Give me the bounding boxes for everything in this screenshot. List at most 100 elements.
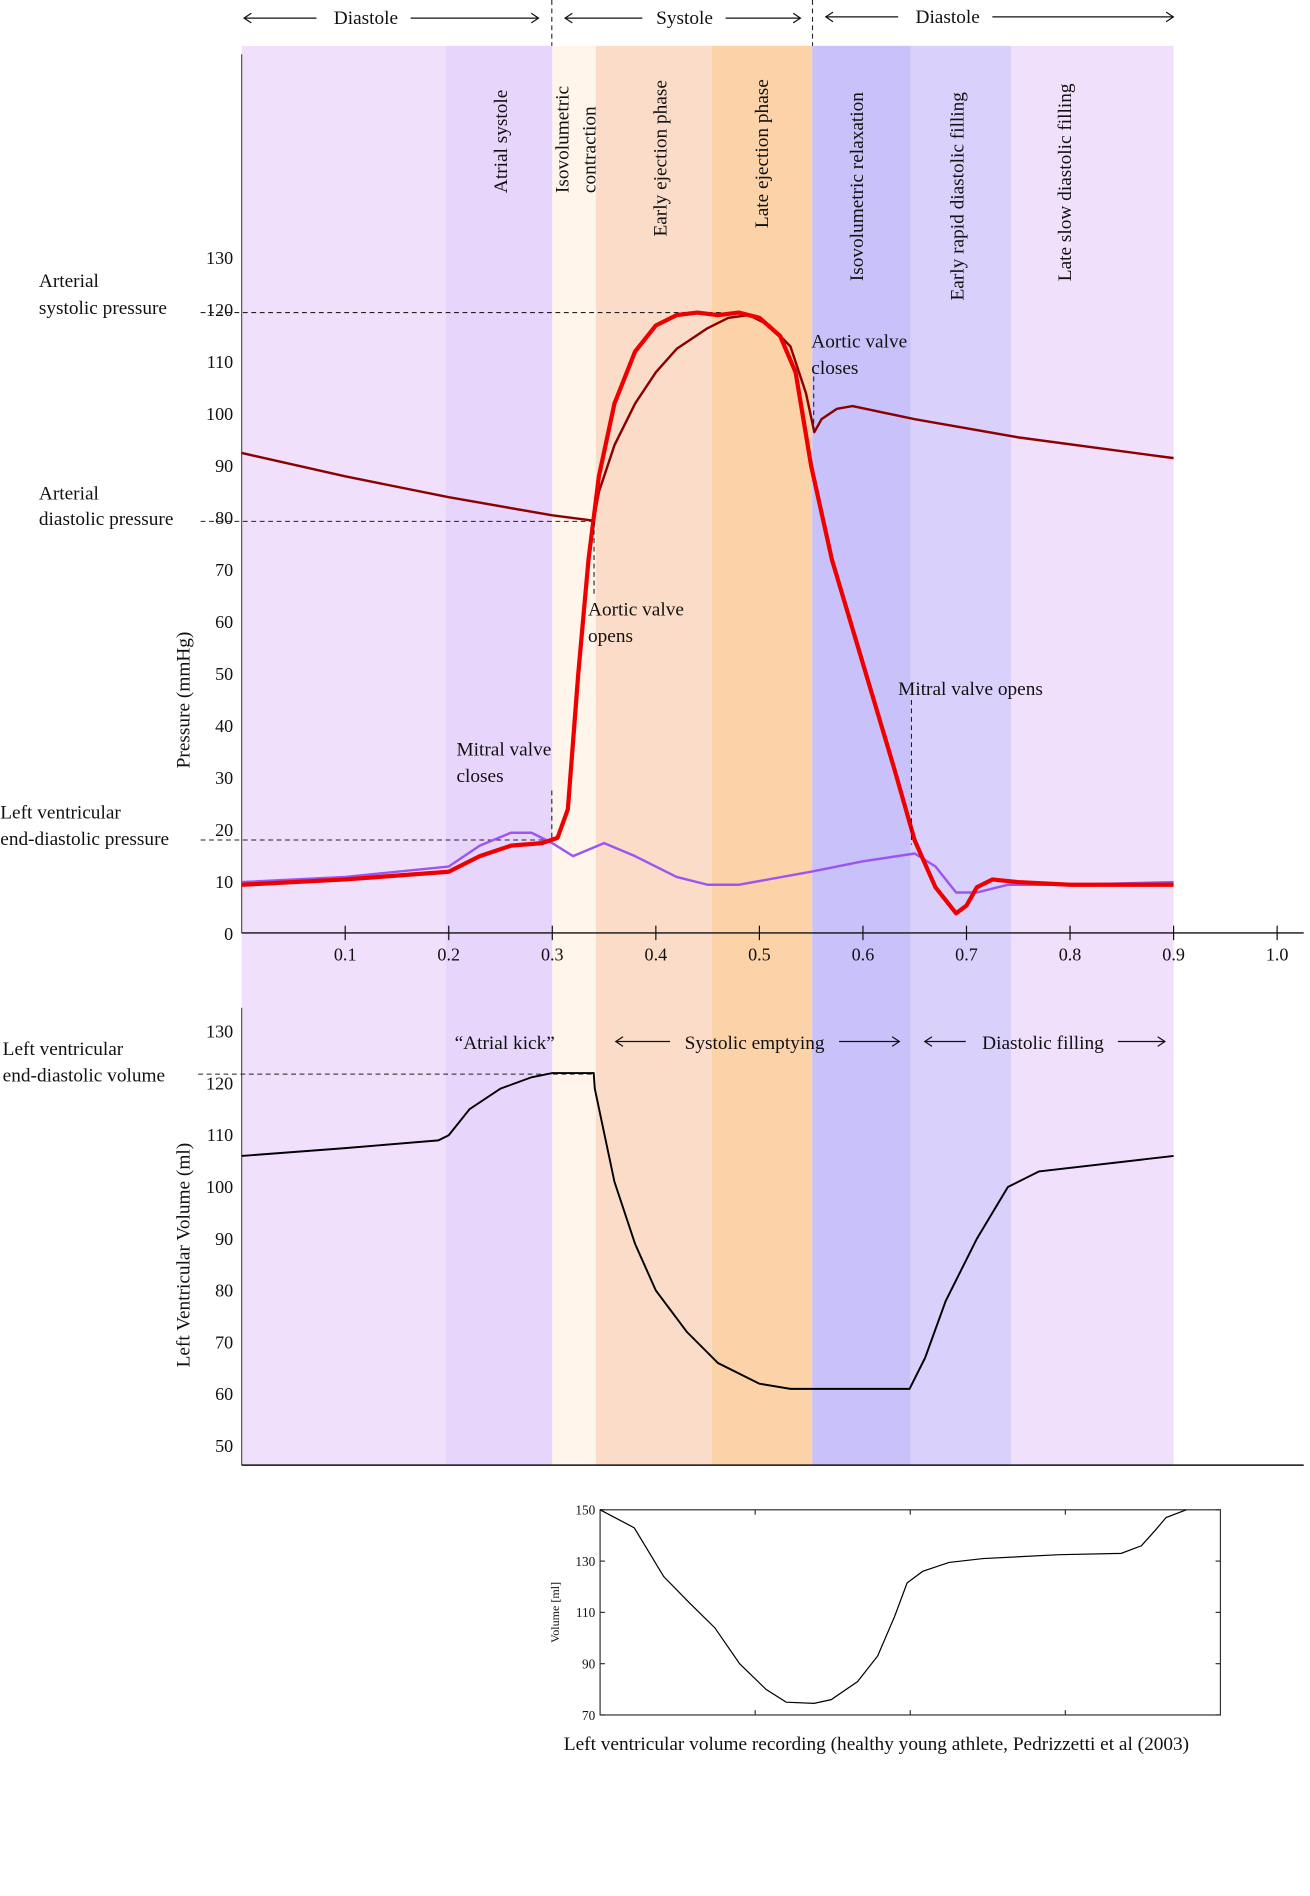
arrowhead-icon <box>891 1036 901 1047</box>
x-tick-label: 1.0 <box>1266 945 1289 965</box>
y-tick-label: 100 <box>206 1177 233 1197</box>
x-tick-label: 0.8 <box>1059 945 1082 965</box>
inset-y-tick-label: 70 <box>582 1708 596 1723</box>
inset-ticks: 70 90 110 130 150 <box>575 1503 1221 1723</box>
arrowhead-icon <box>792 12 802 24</box>
volume-y-ticks: 50 60 70 80 90 100 110 120 130 <box>206 1022 233 1456</box>
phase-band <box>595 45 712 1466</box>
mitral-opens-label: Mitral valve opens <box>898 679 1043 700</box>
y-tick-label: 70 <box>215 1332 233 1352</box>
atrial-kick-label: “Atrial kick” <box>455 1033 555 1054</box>
y-tick-label: 110 <box>207 352 233 372</box>
phase-band <box>812 45 911 1466</box>
phase-bands <box>241 45 1174 1466</box>
volume-series <box>241 1072 1174 1390</box>
mitral-closes-label-2: closes <box>456 766 503 787</box>
pressure-panel: 0 10 20 30 40 50 60 70 80 90 100 110 120 130 0.1 0.2 0.… <box>0 54 1304 965</box>
inset-frame <box>599 1509 1222 1716</box>
lvedv-label-1: Left ventricular <box>3 1039 124 1060</box>
y-tick-label: 60 <box>215 1384 233 1404</box>
inset-recording: 70 90 110 130 150 Volume [ml] Left ventricul… <box>548 1503 1222 1755</box>
y-tick-label: 80 <box>215 1281 233 1301</box>
inset-y-tick-label: 130 <box>575 1554 595 1569</box>
x-tick-label: 0.5 <box>748 945 771 965</box>
cycle-header: Diastole Systole Diastole <box>242 0 1175 46</box>
x-tick-label: 0.3 <box>541 945 564 965</box>
volume-y-label: Left Ventricular Volume (ml) <box>174 1143 195 1368</box>
arrowhead-icon <box>563 12 573 24</box>
phase-label-isovolumetric-contraction-2: contraction <box>579 106 600 193</box>
aortic-pressure-line <box>241 313 1174 522</box>
phase-label-late-ejection: Late ejection phase <box>752 79 773 228</box>
phase-label-atrial-systole: Atrial systole <box>491 90 512 193</box>
arterial-diastolic-label-1: Arterial <box>39 484 99 505</box>
x-tick-label: 0.6 <box>852 945 875 965</box>
phase-band <box>711 45 813 1466</box>
y-tick-label: 130 <box>206 248 233 268</box>
header-diastole-left: Diastole <box>334 8 398 29</box>
arrowhead-icon <box>923 1036 933 1047</box>
y-tick-label: 40 <box>215 716 233 736</box>
pressure-y-label: Pressure (mmHg) <box>174 632 195 769</box>
y-tick-label: 20 <box>215 820 233 840</box>
inset-y-label: Volume [ml] <box>548 1582 562 1643</box>
y-tick-label: 70 <box>215 560 233 580</box>
y-tick-label: 100 <box>206 404 233 424</box>
phase-labels: Atrial systole Isovolumetric contraction… <box>491 79 1076 300</box>
mitral-closes-label-1: Mitral valve <box>456 740 551 761</box>
inset-y-tick-label: 90 <box>582 1657 596 1672</box>
phase-band <box>445 45 553 1466</box>
arrowhead-icon <box>242 12 252 24</box>
arterial-diastolic-label-2: diastolic pressure <box>39 509 174 530</box>
phase-label-early-ejection: Early ejection phase <box>650 80 671 236</box>
inset-caption: Left ventricular volume recording (healt… <box>564 1734 1189 1755</box>
ventricular-pressure-line <box>241 310 1174 916</box>
aortic-opens-label-2: opens <box>588 626 633 647</box>
y-tick-label: 120 <box>206 300 233 320</box>
x-tick-label: 0.7 <box>955 945 978 965</box>
y-tick-label: 80 <box>215 508 233 528</box>
y-tick-label: 30 <box>215 768 233 788</box>
phase-band <box>910 45 1012 1466</box>
header-diastole-right: Diastole <box>916 7 980 28</box>
aortic-closes-label-1: Aortic valve <box>811 332 907 353</box>
x-tick-label: 0.2 <box>437 945 460 965</box>
lvedp-label-2: end-diastolic pressure <box>0 829 169 850</box>
pressure-y-ticks: 0 10 20 30 40 50 60 70 80 90 100 110 120 130 <box>206 248 233 944</box>
inset-y-tick-label: 150 <box>575 1503 595 1518</box>
x-tick-label: 0.9 <box>1162 945 1185 965</box>
header-systole: Systole <box>656 8 713 29</box>
arterial-systolic-label-2: systolic pressure <box>39 298 167 319</box>
inset-volume-line <box>599 1509 1187 1704</box>
phase-band <box>1011 45 1174 1466</box>
inset-series <box>599 1509 1187 1704</box>
phase-label-early-rapid-filling: Early rapid diastolic filling <box>947 92 968 301</box>
y-tick-label: 130 <box>206 1022 233 1042</box>
y-tick-label: 50 <box>215 664 233 684</box>
arterial-systolic-label-1: Arterial <box>39 271 99 292</box>
phase-label-isovolumetric-contraction-1: Isovolumetric <box>553 86 574 193</box>
y-tick-label: 0 <box>224 924 233 944</box>
y-tick-label: 90 <box>215 1229 233 1249</box>
pressure-series <box>241 310 1174 916</box>
x-tick-label: 0.1 <box>334 945 357 965</box>
phase-label-late-slow-filling: Late slow diastolic filling <box>1055 83 1076 281</box>
x-tick-label: 0.4 <box>645 945 668 965</box>
y-tick-label: 10 <box>215 872 233 892</box>
systolic-emptying-label: Systolic emptying <box>685 1033 825 1054</box>
atrial-pressure-line <box>241 831 1174 894</box>
arrowhead-icon <box>1165 11 1175 23</box>
lvedp-label-1: Left ventricular <box>0 802 121 823</box>
arrowhead-icon <box>530 12 540 24</box>
y-tick-label: 60 <box>215 612 233 632</box>
ventricular-volume-line <box>241 1072 1174 1390</box>
volume-panel: 50 60 70 80 90 100 110 120 130 Left Ventricular … <box>3 1007 1304 1466</box>
y-tick-label: 50 <box>215 1436 233 1456</box>
phase-band <box>241 45 446 1466</box>
diastolic-filling-label: Diastolic filling <box>982 1033 1104 1054</box>
inset-y-tick-label: 110 <box>576 1605 596 1620</box>
aortic-closes-label-2: closes <box>811 358 858 379</box>
phase-label-isovolumetric-relaxation: Isovolumetric relaxation <box>847 92 868 282</box>
y-tick-label: 90 <box>215 456 233 476</box>
